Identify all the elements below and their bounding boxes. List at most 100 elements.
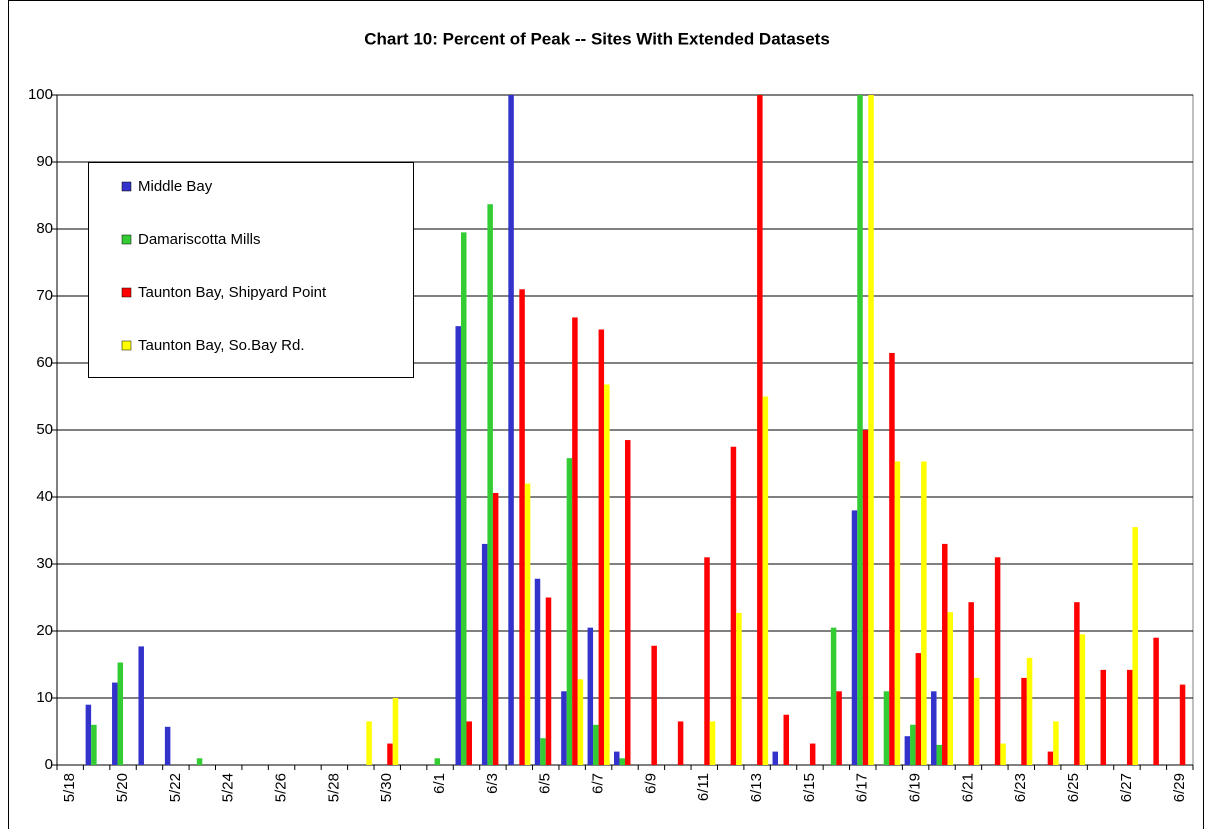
bar xyxy=(677,721,684,765)
bar xyxy=(1132,527,1138,765)
bar xyxy=(619,758,625,765)
bar xyxy=(851,510,858,765)
bar xyxy=(196,758,203,765)
y-tick-label: 50 xyxy=(36,421,53,438)
bar xyxy=(487,204,493,765)
y-tick-label: 30 xyxy=(36,555,53,572)
y-tick-label: 80 xyxy=(36,220,53,237)
bar xyxy=(112,682,118,765)
x-tick-label: 5/18 xyxy=(61,773,78,802)
bar xyxy=(868,95,874,765)
legend-swatch xyxy=(121,234,132,245)
legend-box xyxy=(88,162,414,378)
bar xyxy=(604,384,610,765)
bar xyxy=(736,612,742,765)
bar xyxy=(1126,669,1133,765)
bar xyxy=(894,461,901,765)
bar xyxy=(1074,602,1080,765)
bar xyxy=(598,329,605,765)
x-tick-label: 6/13 xyxy=(748,773,765,802)
bar xyxy=(587,627,594,765)
bar xyxy=(566,458,573,765)
x-tick-label: 6/7 xyxy=(590,773,607,794)
bar xyxy=(704,557,710,765)
x-tick-label: 6/9 xyxy=(642,773,659,794)
bar xyxy=(1179,684,1186,765)
bar xyxy=(862,430,869,765)
x-tick-label: 6/25 xyxy=(1065,773,1082,802)
bar xyxy=(836,691,842,765)
bar xyxy=(524,483,531,765)
x-tick-label: 6/17 xyxy=(854,773,871,802)
bar xyxy=(1079,634,1086,765)
legend-label: Middle Bay xyxy=(138,178,213,195)
bar xyxy=(915,653,922,765)
bar xyxy=(572,317,578,765)
bar xyxy=(910,724,916,765)
x-tick-label: 5/26 xyxy=(273,773,290,802)
x-tick-label: 5/22 xyxy=(167,773,184,802)
bar xyxy=(1047,751,1054,765)
bar xyxy=(931,691,937,765)
y-tick-label: 40 xyxy=(36,488,53,505)
bar xyxy=(508,95,514,765)
bar xyxy=(466,721,472,765)
bar xyxy=(809,743,816,765)
y-tick-label: 20 xyxy=(36,622,53,639)
bar xyxy=(1026,657,1033,765)
bar xyxy=(709,721,716,765)
y-tick-label: 10 xyxy=(36,689,53,706)
legend-label: Damariscotta Mills xyxy=(138,231,261,248)
x-tick-label: 6/5 xyxy=(537,773,554,794)
x-tick-label: 6/27 xyxy=(1118,773,1135,802)
bar xyxy=(889,352,895,765)
bar xyxy=(762,396,769,765)
bar xyxy=(904,736,911,765)
bar xyxy=(117,662,124,765)
bar xyxy=(534,578,541,765)
bar xyxy=(757,95,763,765)
bar xyxy=(1153,637,1159,765)
y-tick-label: 60 xyxy=(36,354,53,371)
bar xyxy=(614,751,620,765)
bar xyxy=(857,95,863,765)
bar xyxy=(481,543,488,765)
legend-swatch xyxy=(121,181,132,192)
bar xyxy=(968,602,974,765)
bar xyxy=(942,543,948,765)
legend-swatch xyxy=(121,287,132,298)
bar xyxy=(1053,721,1059,765)
bar xyxy=(540,738,546,765)
bar xyxy=(783,714,790,765)
bar xyxy=(947,612,954,765)
x-tick-label: 6/11 xyxy=(695,773,712,801)
bar xyxy=(921,461,927,765)
bar xyxy=(460,232,467,766)
bar xyxy=(1021,677,1027,765)
bar xyxy=(1100,669,1107,765)
bar xyxy=(577,679,584,765)
legend-swatch xyxy=(121,340,132,351)
bar xyxy=(545,597,552,765)
bar xyxy=(392,698,399,765)
y-tick-label: 70 xyxy=(36,287,53,304)
x-tick-label: 6/3 xyxy=(484,773,501,794)
bar xyxy=(434,758,441,765)
bar xyxy=(492,492,499,765)
bar xyxy=(651,645,657,765)
x-tick-label: 6/1 xyxy=(431,773,448,794)
bar xyxy=(730,446,737,765)
y-tick-label: 0 xyxy=(45,756,53,773)
x-tick-label: 5/20 xyxy=(114,773,131,802)
bar xyxy=(1000,743,1006,765)
bar xyxy=(994,557,1001,765)
bar xyxy=(455,326,461,765)
x-tick-label: 5/28 xyxy=(325,773,342,802)
bar xyxy=(91,724,97,765)
y-tick-label: 90 xyxy=(36,153,53,170)
x-tick-label: 6/15 xyxy=(801,773,818,802)
bar xyxy=(973,677,980,765)
legend-label: Taunton Bay, So.Bay Rd. xyxy=(138,337,305,354)
